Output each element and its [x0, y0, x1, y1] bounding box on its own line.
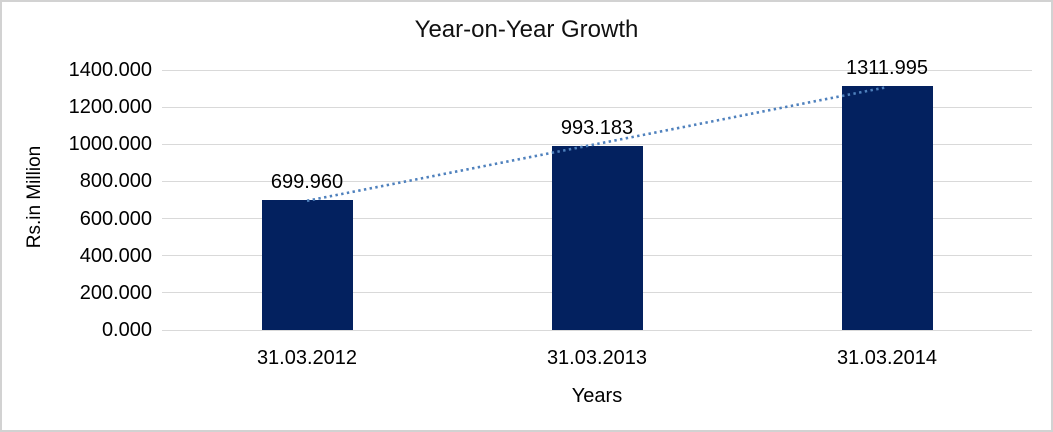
bar-31.03.2014	[841, 86, 933, 330]
data-label: 1311.995	[846, 57, 928, 80]
data-label: 699.960	[270, 171, 344, 193]
data-label: 993.183	[560, 116, 634, 139]
y-tick-label: 200.000	[79, 281, 152, 304]
x-tick-label: 31.03.2013	[546, 347, 648, 369]
y-tick-label: 1000.000	[68, 133, 152, 156]
y-tick-label: 0.000	[101, 319, 152, 341]
gridline	[162, 69, 1032, 71]
gridline	[162, 329, 1032, 331]
x-axis-title: Years	[571, 385, 623, 407]
y-tick-label: 600.000	[79, 207, 152, 230]
bar-31.03.2012	[261, 200, 353, 330]
x-tick-label: 31.03.2012	[256, 347, 358, 369]
y-tick-label: 400.000	[79, 244, 152, 267]
bar-31.03.2013	[551, 145, 643, 330]
chart-title: Year-on-Year Growth	[414, 16, 639, 43]
y-tick-label: 1400.000	[68, 59, 152, 81]
x-tick-label: 31.03.2014	[836, 347, 938, 369]
y-tick-label: 800.000	[79, 170, 152, 193]
y-tick-label: 1200.000	[68, 96, 152, 119]
y-axis-title: Rs.in Million	[24, 145, 45, 249]
